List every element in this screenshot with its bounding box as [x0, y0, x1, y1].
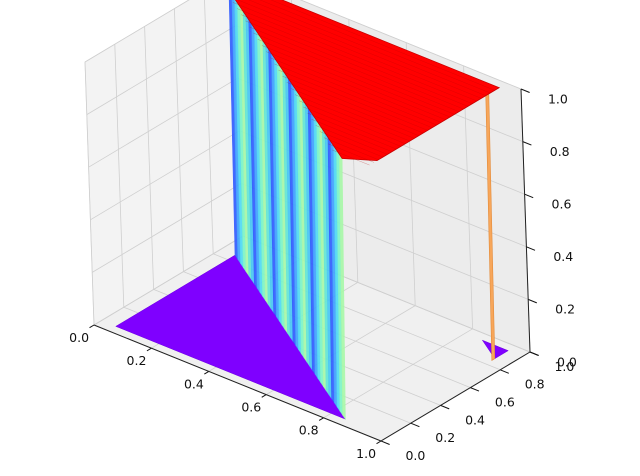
mesh-line — [232, 2, 477, 102]
mesh-line — [259, 0, 491, 94]
x-tick — [204, 370, 210, 375]
mesh-line — [319, 131, 384, 158]
mesh-line — [270, 57, 437, 126]
mesh-line — [249, 26, 460, 112]
mesh-line — [282, 76, 424, 134]
grid-line — [204, 0, 214, 254]
y-tick — [500, 369, 509, 374]
grid-line — [88, 77, 238, 168]
y-tick-label: 0.6 — [495, 395, 515, 410]
mesh-line — [290, 88, 415, 139]
mesh-line — [303, 106, 401, 147]
z-tick — [524, 193, 534, 199]
z-tick — [528, 298, 537, 304]
grid-line — [463, 65, 473, 329]
z-tick-label: 0.6 — [552, 196, 572, 211]
mesh-line — [315, 125, 388, 155]
surface-high-mesh — [232, 0, 495, 166]
y-tick-label: 0.4 — [465, 412, 485, 427]
x-tick-label: 0.4 — [184, 376, 204, 391]
mesh-line — [311, 119, 392, 152]
x-tick-label: 0.6 — [241, 400, 261, 415]
surface-low-corner — [481, 339, 509, 359]
grid-line — [144, 26, 154, 290]
z-tick-label: 0.2 — [555, 302, 575, 317]
x-tick — [318, 417, 324, 421]
grid-line — [86, 25, 237, 115]
x-axis-line — [93, 324, 382, 442]
surface — [115, 0, 509, 421]
mesh-line — [245, 20, 464, 110]
mesh-line — [248, 0, 486, 96]
mesh-line — [274, 63, 433, 128]
mesh-line — [237, 0, 482, 99]
wall-strip — [231, 0, 241, 265]
grid-line — [90, 130, 240, 221]
z-axis-line — [520, 88, 531, 353]
surface-high-region — [234, 0, 501, 162]
wall-strip — [228, 0, 239, 261]
grid-line — [91, 183, 242, 273]
grid-line — [299, 0, 522, 90]
z-tick-label: 0.4 — [553, 249, 573, 264]
grid-line — [84, 0, 190, 63]
x-tick — [146, 347, 152, 352]
mesh-line — [270, 0, 495, 91]
mesh-line — [299, 100, 406, 144]
mesh-line — [332, 149, 370, 166]
mesh-line — [261, 45, 446, 120]
z-tick — [520, 88, 530, 93]
grid-line — [174, 8, 184, 272]
x-tick-label: 0.0 — [69, 330, 89, 345]
grid-line — [93, 235, 244, 326]
surface-transition-wall — [228, 0, 346, 421]
mesh-line — [265, 51, 442, 123]
y-tick-label: 0.8 — [525, 377, 545, 392]
z-tick — [529, 351, 539, 356]
x-tick-label: 0.2 — [127, 353, 147, 368]
grid-line — [323, 328, 473, 419]
mesh-line — [307, 112, 397, 150]
axis-ticks: 0.00.20.40.60.81.0 0.00.20.40.60.81.00.00… — [69, 88, 577, 463]
mesh-line — [328, 143, 375, 163]
x-tick — [376, 440, 382, 445]
x-tick-label: 0.8 — [299, 423, 319, 438]
x-tick-label: 1.0 — [356, 446, 376, 461]
z-tick-label: 1.0 — [548, 91, 568, 106]
z-tick — [522, 141, 532, 146]
y-tick-label: 1.0 — [554, 359, 574, 374]
mesh-line — [294, 94, 410, 142]
grid-line — [114, 44, 125, 308]
z-tick-label: 0.0 — [557, 354, 577, 369]
y-axis-line — [380, 351, 531, 442]
grid-line — [84, 61, 95, 326]
z-tick — [526, 246, 536, 251]
z-tick-label: 0.8 — [550, 144, 570, 159]
mesh-line — [253, 32, 455, 115]
mesh-line — [236, 8, 473, 104]
y-tick — [410, 422, 420, 428]
y-tick — [440, 404, 450, 410]
y-tick-label: 0.0 — [405, 448, 425, 463]
y-tick — [470, 387, 480, 392]
mesh-line — [323, 137, 379, 160]
mesh-line — [286, 82, 419, 136]
y-tick — [380, 440, 390, 445]
mesh-line — [278, 69, 428, 131]
x-tick — [89, 324, 95, 329]
y-tick-label: 0.2 — [435, 430, 455, 445]
x-tick — [261, 394, 267, 398]
mesh-line — [257, 39, 451, 118]
mesh-line — [241, 14, 468, 107]
